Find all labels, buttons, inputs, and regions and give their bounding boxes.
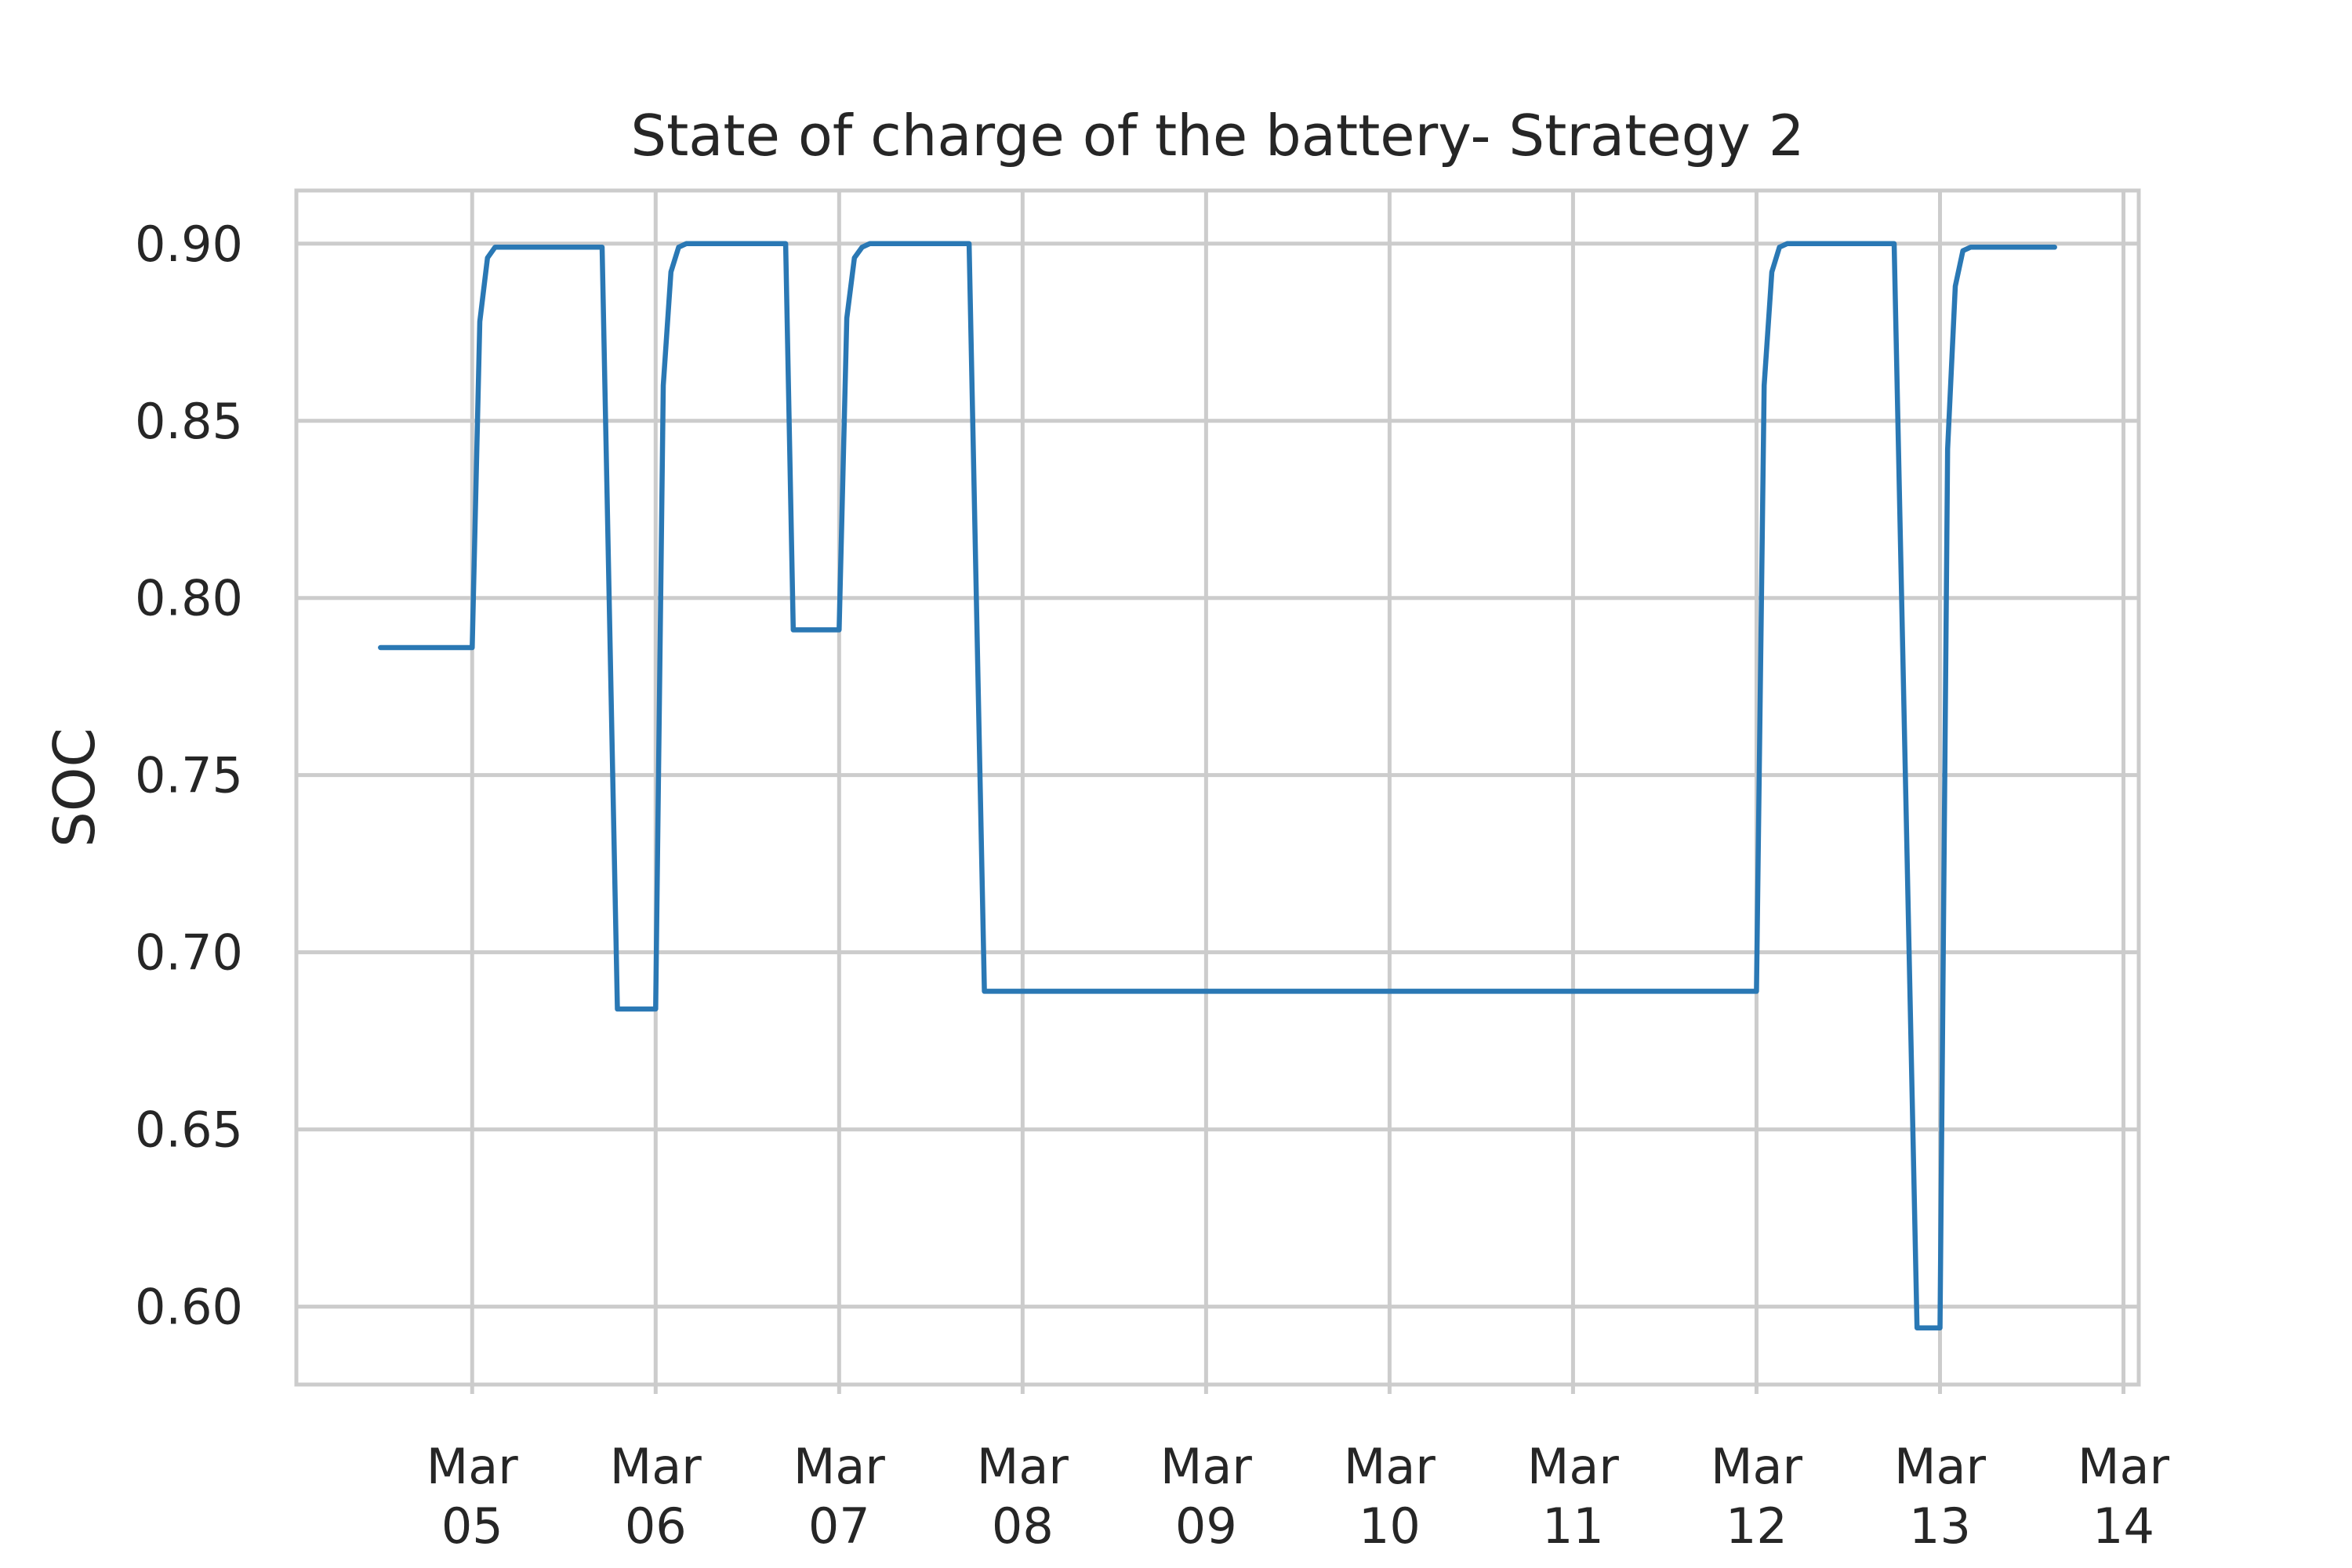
y-tick-label: 0.60 bbox=[135, 1279, 243, 1336]
x-tick-label-month: Mar bbox=[1527, 1438, 1619, 1495]
x-axis-ticks: Mar05Mar06Mar07Mar08Mar09Mar10Mar11Mar12… bbox=[426, 1385, 2169, 1555]
x-tick-label-month: Mar bbox=[426, 1438, 518, 1495]
y-axis-ticks: 0.60 0.65 0.70 0.75 0.80 0.85 0.90 bbox=[135, 216, 243, 1336]
y-tick-label: 0.80 bbox=[135, 570, 243, 627]
y-grid bbox=[296, 241, 2139, 1309]
soc-series-line bbox=[378, 241, 2057, 1330]
y-tick-label: 0.85 bbox=[135, 393, 243, 450]
x-tick-label-month: Mar bbox=[793, 1438, 885, 1495]
series-layer bbox=[378, 241, 2057, 1330]
x-tick-label-month: Mar bbox=[2078, 1438, 2169, 1495]
x-tick-label-day: 06 bbox=[625, 1497, 687, 1555]
plot-frame bbox=[294, 188, 2141, 1387]
x-tick-label-day: 05 bbox=[441, 1497, 503, 1555]
x-tick-label-month: Mar bbox=[977, 1438, 1069, 1495]
x-tick-label-day: 08 bbox=[992, 1497, 1054, 1555]
x-tick-label-day: 12 bbox=[1726, 1497, 1788, 1555]
x-tick-label-month: Mar bbox=[1894, 1438, 1986, 1495]
y-tick-label: 0.65 bbox=[135, 1102, 243, 1159]
x-tick-label-month: Mar bbox=[1160, 1438, 1252, 1495]
y-axis-label: SOC bbox=[42, 728, 107, 848]
y-tick-label: 0.75 bbox=[135, 747, 243, 804]
x-tick-label-day: 13 bbox=[1909, 1497, 1971, 1555]
x-tick-label-month: Mar bbox=[1711, 1438, 1802, 1495]
y-tick-label: 0.90 bbox=[135, 216, 243, 273]
x-grid bbox=[470, 191, 2125, 1385]
chart-title: State of charge of the battery- Strategy… bbox=[630, 103, 1804, 169]
x-tick-label-day: 14 bbox=[2092, 1497, 2154, 1555]
x-tick-label-day: 10 bbox=[1359, 1497, 1421, 1555]
x-tick-label-month: Mar bbox=[1344, 1438, 1436, 1495]
x-tick-label-month: Mar bbox=[610, 1438, 702, 1495]
x-tick-label-day: 09 bbox=[1175, 1497, 1237, 1555]
x-tick-label-day: 11 bbox=[1542, 1497, 1604, 1555]
x-tick-label-day: 07 bbox=[808, 1497, 870, 1555]
y-tick-label: 0.70 bbox=[135, 924, 243, 982]
